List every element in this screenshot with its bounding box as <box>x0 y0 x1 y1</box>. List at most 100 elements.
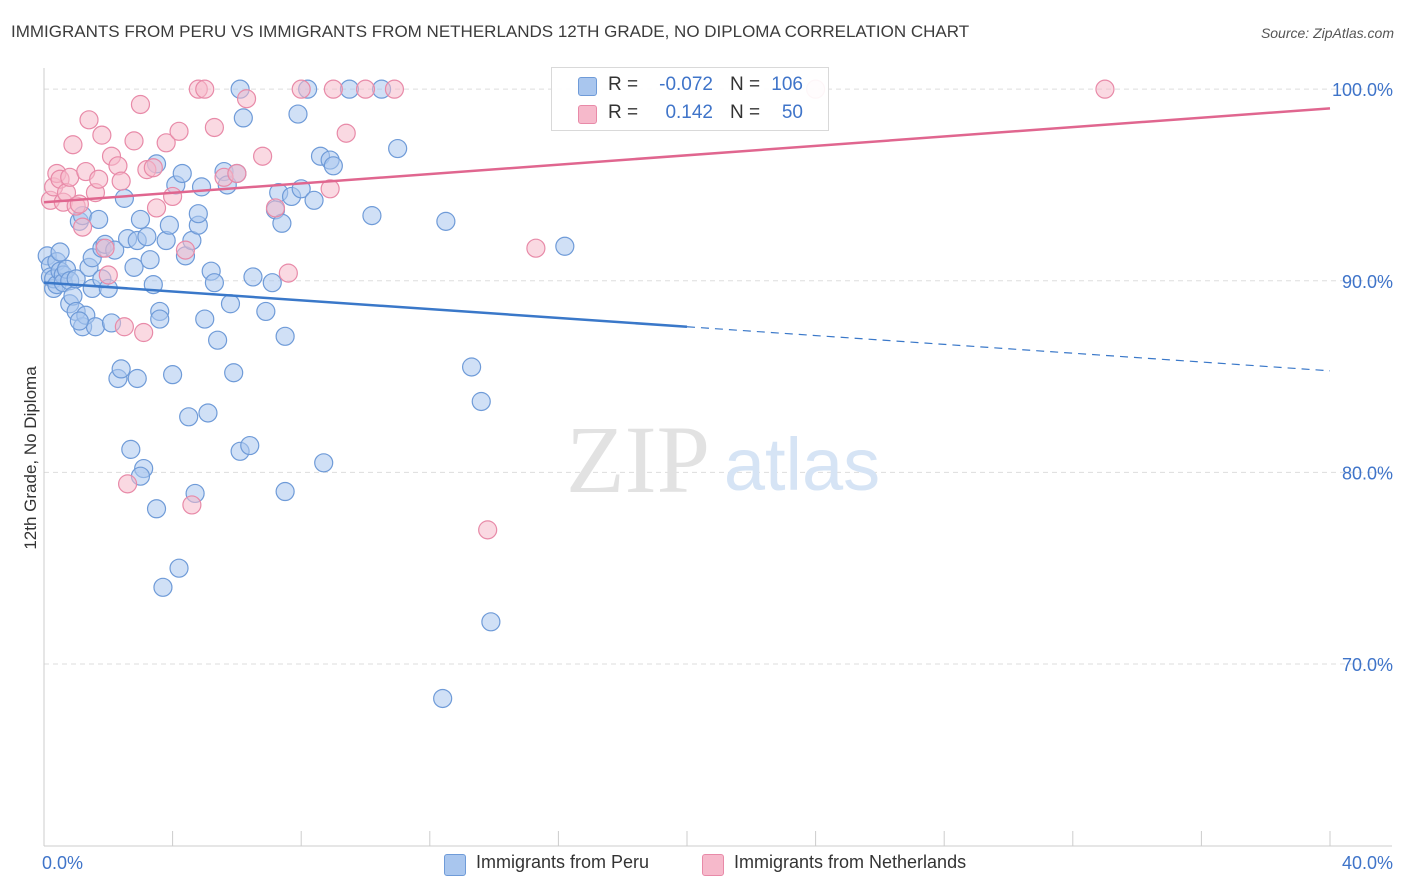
netherlands-point <box>134 322 154 343</box>
y-tick-label: 100.0% <box>1332 80 1393 100</box>
chart-title: IMMIGRANTS FROM PERU VS IMMIGRANTS FROM … <box>11 22 970 41</box>
x-tick-label: 0.0% <box>42 853 83 873</box>
netherlands-point <box>72 217 93 237</box>
legend-r-value: -0.072 <box>659 74 713 95</box>
netherlands-trend-line <box>43 107 1331 204</box>
legend: R = -0.072 N = 106 R = 0.142 N = 50 <box>551 67 829 131</box>
netherlands-point <box>253 146 273 166</box>
peru-point <box>433 688 453 709</box>
peru-point <box>243 267 263 287</box>
netherlands-point <box>526 238 546 258</box>
legend-row-netherlands: R = 0.142 N = 50 <box>552 101 828 129</box>
netherlands-point <box>69 194 89 214</box>
peru-point <box>111 359 131 379</box>
legend-swatch-netherlands <box>578 105 597 124</box>
peru-point <box>130 209 151 230</box>
netherlands-point <box>1095 79 1115 99</box>
bottom-legend-label-netherlands: Immigrants from Netherlands <box>734 852 967 872</box>
peru-trend-line <box>43 281 688 328</box>
peru-point <box>220 294 241 314</box>
peru-point <box>481 612 501 632</box>
peru-point <box>275 326 295 346</box>
peru-point <box>208 330 228 350</box>
netherlands-point <box>156 133 176 153</box>
peru-point <box>555 236 575 256</box>
netherlands-point <box>163 186 183 207</box>
bottom-legend-swatch-netherlands <box>702 854 724 876</box>
netherlands-point <box>384 79 405 99</box>
peru-point <box>188 204 208 224</box>
peru-point <box>362 206 382 226</box>
watermark: ZIP atlas <box>566 406 880 513</box>
netherlands-point <box>124 131 144 151</box>
netherlands-point <box>92 125 112 145</box>
peru-point <box>153 577 173 597</box>
legend-n-label: N = <box>730 102 761 123</box>
peru-point <box>304 190 324 210</box>
netherlands-point <box>336 123 356 143</box>
legend-row-peru: R = -0.072 N = 106 <box>552 73 828 101</box>
peru-point <box>388 138 408 159</box>
netherlands-point <box>143 158 163 178</box>
watermark-zip: ZIP <box>566 406 710 513</box>
peru-point <box>114 188 134 208</box>
legend-n-label: N = <box>730 74 761 95</box>
netherlands-point <box>169 121 189 141</box>
tick-labels: 100.0% 90.0% 80.0% 70.0% 0.0% 40.0% <box>42 80 1393 873</box>
peru-point <box>191 177 212 197</box>
peru-point <box>323 156 343 176</box>
netherlands-point <box>117 474 138 494</box>
peru-point <box>224 363 244 383</box>
netherlands-point <box>278 263 298 283</box>
peru-point <box>314 453 334 473</box>
y-tick-label: 90.0% <box>1342 272 1393 292</box>
netherlands-point <box>265 198 286 218</box>
peru-point <box>275 481 295 502</box>
netherlands-point <box>63 135 83 155</box>
peru-point <box>461 357 482 377</box>
netherlands-point <box>478 520 498 540</box>
peru-point <box>137 227 157 247</box>
netherlands-point <box>323 79 343 99</box>
netherlands-point <box>130 94 151 115</box>
y-tick-label: 80.0% <box>1342 463 1393 483</box>
peru-point <box>204 273 224 293</box>
netherlands-point <box>111 171 131 191</box>
legend-swatch-peru <box>578 77 597 96</box>
netherlands-point <box>98 265 118 285</box>
netherlands-point <box>79 110 99 130</box>
peru-point <box>69 311 89 331</box>
peru-point <box>150 309 170 329</box>
peru-point <box>163 365 183 385</box>
y-axis-label: 12th Grade, No Diploma <box>21 366 40 550</box>
netherlands-point <box>236 89 257 109</box>
peru-point <box>85 317 106 337</box>
peru-point <box>127 368 147 389</box>
bottom-legend-label-peru: Immigrants from Peru <box>476 852 650 872</box>
peru-point <box>121 439 141 459</box>
peru-point <box>256 301 276 322</box>
peru-point <box>159 215 179 235</box>
peru-trend-extension <box>686 326 1331 372</box>
peru-point <box>89 209 109 230</box>
chart-source: Source: ZipAtlas.com <box>1260 25 1394 41</box>
y-tick-label: 70.0% <box>1342 655 1393 675</box>
legend-n-value: 106 <box>771 74 803 95</box>
netherlands-point <box>195 79 215 99</box>
netherlands-point <box>60 167 80 187</box>
peru-point <box>262 273 282 293</box>
peru-point <box>198 403 218 423</box>
trend-lines <box>43 107 1331 372</box>
peru-point <box>140 250 160 270</box>
netherlands-point <box>95 238 115 258</box>
netherlands-point <box>89 169 109 189</box>
peru-point <box>436 211 456 231</box>
peru-point <box>50 242 70 262</box>
bottom-legend-swatch-peru <box>444 854 466 876</box>
netherlands-point <box>146 198 167 218</box>
series-netherlands-points <box>40 79 1115 540</box>
peru-point <box>124 257 144 277</box>
peru-point <box>146 499 167 519</box>
netherlands-point <box>227 163 247 184</box>
